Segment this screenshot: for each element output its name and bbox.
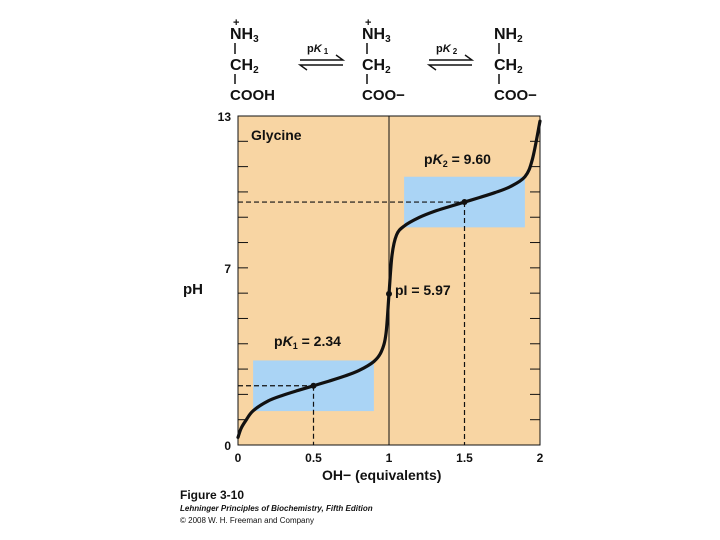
structure-cationic: + NH3 CH2 COOH: [230, 17, 275, 104]
methylene-group: CH2: [362, 57, 391, 76]
equilibrium-pk1: pK 1: [297, 43, 346, 71]
guide-lines: [238, 201, 466, 445]
book-title: Lehninger Principles of Biochemistry, Fi…: [180, 504, 373, 513]
carboxylate-group: COO−: [494, 87, 537, 104]
y-tick-label: 13: [218, 110, 232, 124]
y-axis-label: pH: [183, 281, 203, 298]
pk1-point: [310, 382, 317, 389]
chemical-structures: + NH3 CH2 COOH + NH3 CH2 COO− NH2 CH2 CO…: [230, 17, 537, 104]
figure-number: Figure 3-10: [180, 488, 245, 502]
forward-half-arrow: [429, 54, 475, 61]
titration-curve: [236, 119, 542, 440]
x-tick-label: 0.5: [305, 451, 322, 465]
pi-annotation: pI = 5.97: [395, 282, 451, 298]
structure-zwitterion: + NH3 CH2 COO−: [362, 17, 405, 104]
carboxylate-group: COO−: [362, 87, 405, 104]
titration-chart: 0 7 13 0 0.5 1 1.5 2 Glycine pK2 = 9.60 pK1 = 2…: [183, 110, 544, 483]
y-tick-label: 0: [224, 439, 231, 453]
amino-group: NH3: [362, 26, 391, 45]
pi-point: [386, 290, 392, 297]
key-points: [310, 199, 468, 389]
x-tick-label: 2: [537, 451, 544, 465]
x-tick-label: 0: [235, 451, 242, 465]
amino-group: NH2: [494, 26, 523, 45]
methylene-group: CH2: [494, 57, 523, 76]
x-tick-label: 1: [386, 451, 393, 465]
x-axis-label: OH− (equivalents): [322, 467, 441, 483]
reverse-half-arrow: [426, 64, 472, 71]
methylene-group: CH2: [230, 57, 259, 76]
charge-plus: +: [233, 17, 239, 29]
structure-anionic: NH2 CH2 COO−: [494, 26, 537, 104]
amino-group: NH3: [230, 26, 259, 45]
pk2-annotation: pK2 = 9.60: [424, 151, 491, 169]
equilibrium-label: pK 2: [436, 43, 458, 56]
x-tick-label: 1.5: [456, 451, 473, 465]
carboxyl-group: COOH: [230, 87, 275, 104]
pk1-annotation: pK1 = 2.34: [274, 333, 341, 351]
axis-ticks: 0 7 13 0 0.5 1 1.5 2: [218, 110, 544, 465]
reverse-half-arrow: [297, 64, 343, 71]
equilibrium-pk2: pK 2: [426, 43, 475, 71]
charge-plus: +: [365, 17, 371, 29]
copyright: © 2008 W. H. Freeman and Company: [180, 516, 314, 525]
pk2-point: [461, 199, 468, 206]
chart-title: Glycine: [251, 127, 302, 143]
y-tick-label: 7: [224, 262, 231, 276]
forward-half-arrow: [300, 54, 346, 61]
equilibrium-label: pK 1: [307, 43, 329, 56]
